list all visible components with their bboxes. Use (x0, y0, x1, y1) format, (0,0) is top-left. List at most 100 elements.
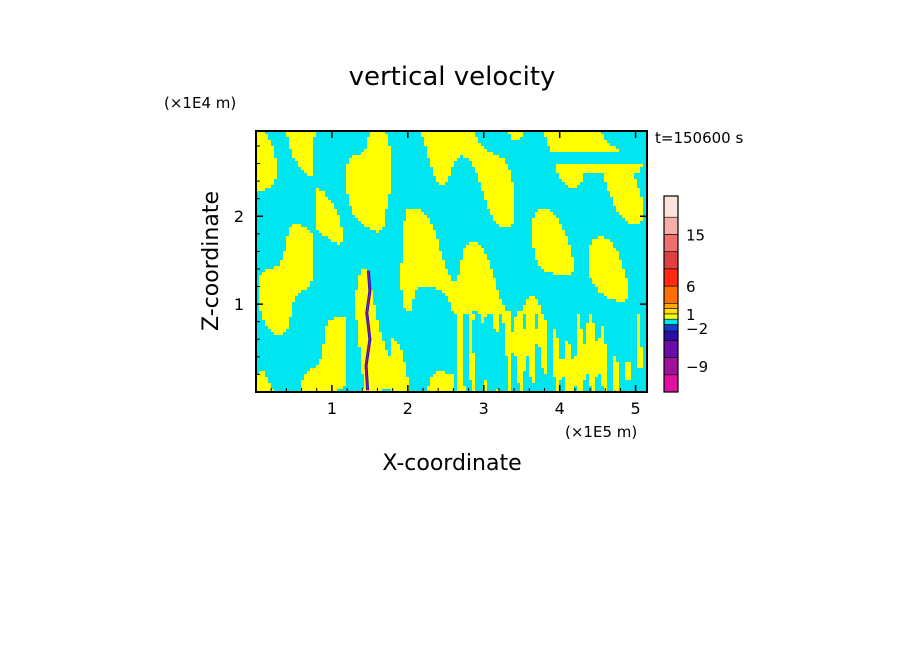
updraft-cell (514, 323, 523, 326)
updraft-cell (532, 242, 568, 245)
updraft-cell (403, 236, 436, 239)
updraft-cell (457, 338, 463, 341)
updraft-cell (457, 278, 496, 281)
updraft-cell (553, 359, 607, 362)
updraft-cell (529, 296, 535, 299)
updraft-cell (508, 356, 511, 359)
updraft-cell (520, 389, 523, 392)
updraft-cell (325, 341, 346, 344)
updraft-cell (469, 362, 475, 365)
updraft-cell (601, 380, 607, 383)
updraft-cell (607, 182, 637, 185)
updraft-cell (616, 206, 643, 209)
updraft-cell (256, 188, 265, 191)
updraft-cell (352, 155, 391, 158)
updraft-cell (565, 350, 571, 353)
updraft-cell (445, 293, 499, 296)
updraft-cell (286, 131, 316, 134)
updraft-cell (637, 353, 643, 356)
updraft-cell (490, 212, 514, 215)
updraft-cell (589, 254, 619, 257)
updraft-cell (259, 293, 298, 296)
updraft-cell (496, 221, 514, 224)
updraft-cell (565, 356, 571, 359)
updraft-cell (589, 380, 595, 383)
updraft-cell (364, 149, 391, 152)
updraft-cell (436, 176, 448, 179)
updraft-cell (637, 341, 640, 344)
updraft-cell (457, 314, 463, 317)
updraft-cell (469, 332, 472, 335)
updraft-cell (457, 344, 463, 347)
updraft-cell (472, 389, 475, 392)
updraft-cell (508, 371, 511, 374)
updraft-cell (400, 272, 448, 275)
updraft-cell (403, 239, 439, 242)
updraft-cell (592, 278, 628, 281)
updraft-cell (598, 338, 604, 341)
updraft-cell (565, 389, 574, 392)
updraft-cell (328, 323, 346, 326)
updraft-cell (457, 371, 463, 374)
updraft-cell (457, 347, 463, 350)
x-tick-label: 3 (479, 399, 489, 418)
updraft-cell (400, 269, 448, 272)
colorbar-tick-label: 6 (686, 278, 696, 296)
updraft-cell (529, 368, 535, 371)
updraft-cell (403, 302, 412, 305)
updraft-cell (436, 287, 496, 290)
y-axis-title: Z-coordinate (199, 191, 224, 331)
y-tick-label: 1 (234, 295, 244, 314)
updraft-cell (505, 344, 535, 347)
updraft-cell (532, 233, 565, 236)
updraft-cell (589, 269, 625, 272)
updraft-cell (553, 335, 556, 338)
updraft-cell (391, 344, 400, 347)
colorbar-swatch (663, 318, 679, 325)
updraft-cell (532, 245, 571, 248)
updraft-cell (589, 272, 625, 275)
updraft-cell (517, 311, 541, 314)
updraft-cell (472, 386, 475, 389)
updraft-cell (529, 356, 535, 359)
updraft-cell (325, 335, 346, 338)
updraft-cell (601, 332, 604, 335)
updraft-cell (406, 215, 427, 218)
updraft-cell (466, 245, 481, 248)
updraft-cell (505, 350, 535, 353)
updraft-cell (526, 326, 535, 329)
updraft-cell (352, 209, 385, 212)
updraft-cell (553, 374, 586, 377)
colorbar-swatch (663, 374, 679, 393)
updraft-cell (526, 320, 535, 323)
updraft-cell (457, 326, 463, 329)
updraft-cell (625, 374, 631, 377)
updraft-cell (316, 218, 340, 221)
updraft-cell (457, 335, 463, 338)
updraft-cell (469, 377, 475, 380)
updraft-cell (487, 203, 514, 206)
updraft-cell (547, 143, 610, 146)
updraft-cell (625, 368, 631, 371)
updraft-cell (403, 305, 412, 308)
updraft-cell (484, 386, 487, 389)
updraft-cell (613, 380, 619, 383)
updraft-cell (361, 347, 385, 350)
updraft-cell (541, 356, 547, 359)
updraft-cell (601, 329, 604, 332)
updraft-cell (613, 386, 619, 389)
updraft-cell (523, 308, 541, 311)
colorbar-swatch (663, 313, 679, 320)
updraft-cell (469, 371, 475, 374)
updraft-cell (286, 236, 313, 239)
updraft-cell (478, 173, 511, 176)
updraft-cell (364, 377, 409, 380)
updraft-cell (496, 329, 499, 332)
updraft-cell (589, 275, 625, 278)
updraft-cell (520, 386, 523, 389)
updraft-cell (493, 326, 499, 329)
updraft-cell (538, 326, 547, 329)
updraft-cell (505, 329, 511, 332)
updraft-cell (589, 245, 613, 248)
updraft-cell (532, 380, 535, 383)
